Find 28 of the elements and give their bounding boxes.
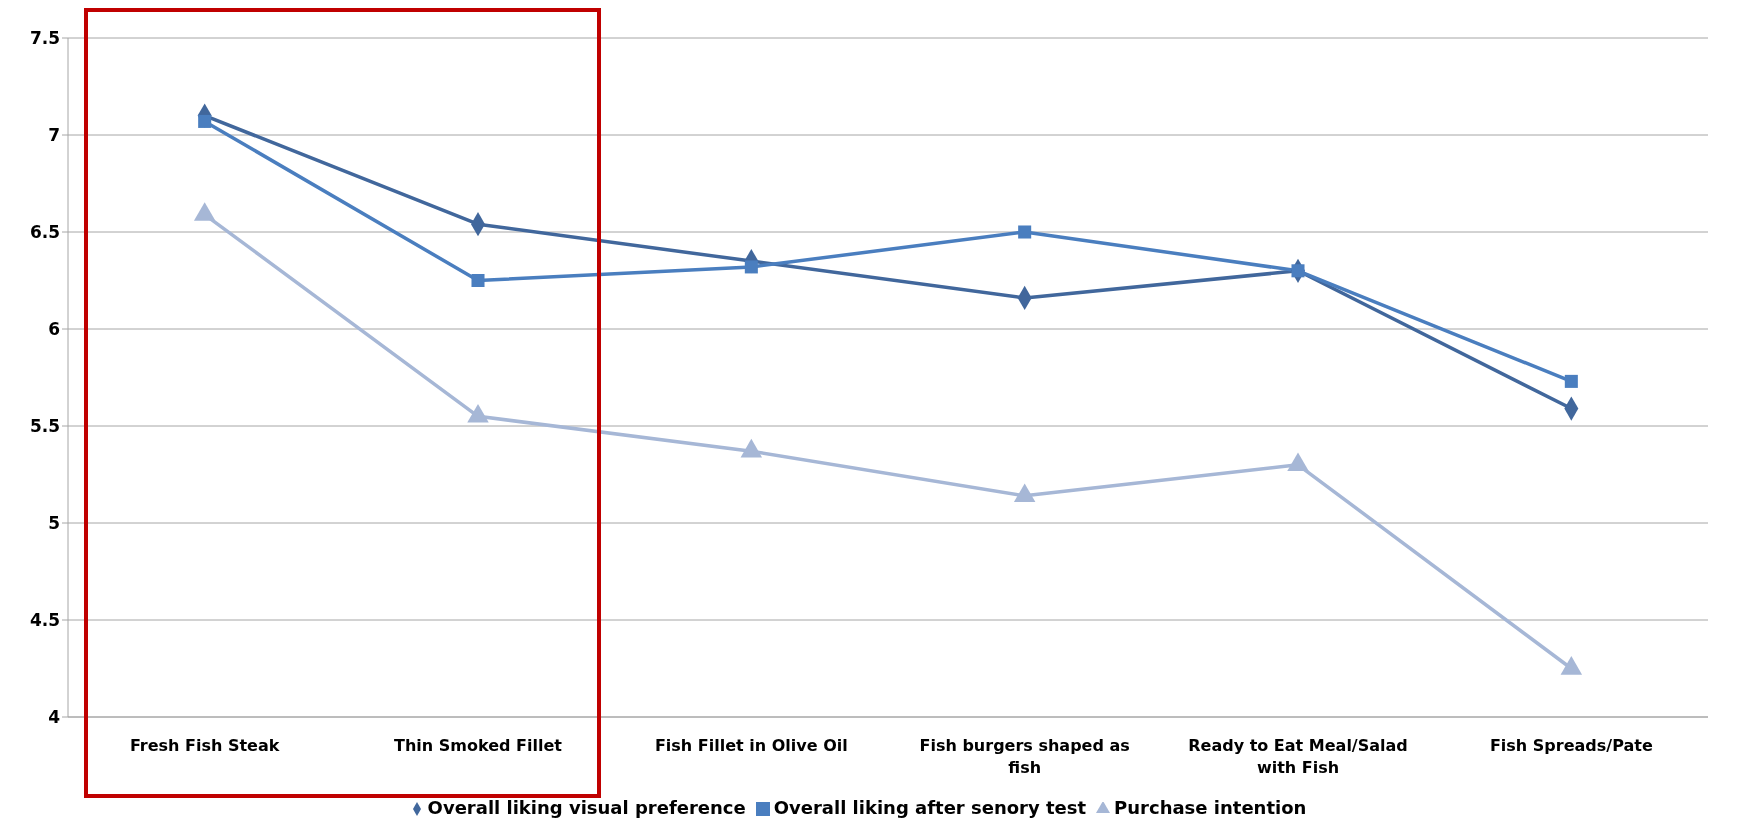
x-tick-label: Ready to Eat Meal/Salad with Fish [1188,736,1408,777]
point [1013,483,1036,503]
point [1564,374,1578,388]
x-tick-label: Fish Spreads/Pate [1489,736,1653,755]
point [744,260,758,274]
legend-label: Purchase intention [1114,797,1307,818]
y-tick-label: 4.5 [29,610,60,631]
y-tick-label: 7 [48,125,60,146]
x-tick-label: Fish Fillet in Olive Oil [654,736,848,755]
legend-label: Overall liking visual preference [427,797,746,818]
y-tick-label: 5 [48,513,60,534]
point [198,114,212,128]
legend-label: Overall liking after senory test [773,797,1087,818]
point [471,273,485,288]
point [467,403,489,423]
y-tick-label: 7.5 [29,28,60,49]
y-tick-label: 4 [48,707,61,728]
point [1287,452,1309,471]
x-tick-label: Fresh Fish Steak [129,736,280,755]
point [1291,264,1305,278]
x-tick-label: Thin Smoked Fillet [394,736,563,755]
x-tick-label: Fish burgers shaped as fish [919,736,1130,777]
y-tick-label: 5.5 [29,416,60,437]
point [740,438,763,458]
y-tick-label: 6 [48,319,60,340]
point [1018,225,1032,239]
point [1560,656,1583,675]
y-tick-label: 6.5 [29,222,60,243]
